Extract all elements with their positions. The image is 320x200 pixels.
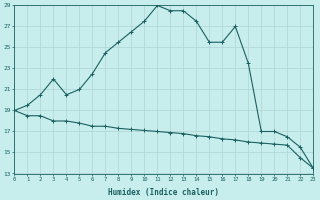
X-axis label: Humidex (Indice chaleur): Humidex (Indice chaleur) xyxy=(108,188,220,197)
